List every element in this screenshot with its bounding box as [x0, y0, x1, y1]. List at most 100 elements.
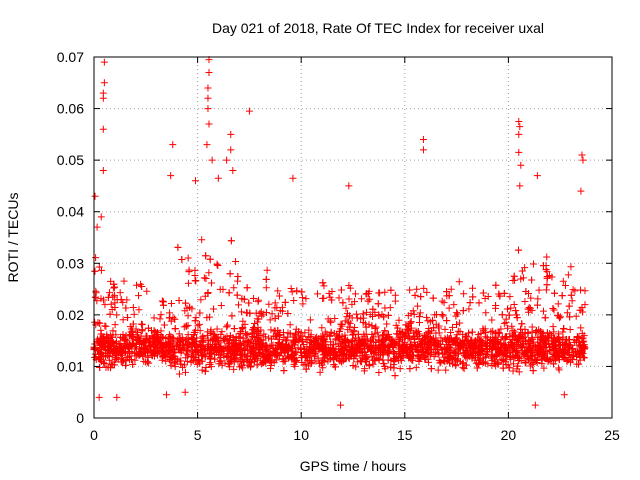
- data-point: [406, 319, 414, 327]
- data-point: [555, 356, 563, 364]
- data-point: [493, 345, 501, 353]
- data-point: [437, 343, 445, 351]
- data-point: [518, 328, 526, 336]
- data-point: [319, 344, 327, 352]
- data-point: [431, 341, 439, 349]
- data-point: [390, 355, 398, 363]
- data-point: [183, 322, 191, 330]
- data-point: [276, 344, 284, 352]
- data-point: [423, 288, 431, 296]
- data-point: [404, 312, 412, 320]
- data-point: [435, 329, 443, 337]
- data-point: [554, 300, 562, 308]
- data-point: [107, 277, 115, 285]
- data-point: [529, 341, 537, 349]
- data-point: [488, 316, 496, 324]
- data-point: [542, 354, 550, 362]
- data-point: [243, 284, 251, 292]
- data-point: [160, 342, 168, 350]
- data-point: [102, 363, 110, 371]
- data-point: [550, 289, 558, 297]
- data-point: [517, 161, 525, 169]
- data-point: [184, 312, 192, 320]
- data-point: [210, 305, 218, 313]
- data-point: [103, 333, 111, 341]
- data-point: [341, 317, 349, 325]
- data-point: [456, 341, 464, 349]
- data-point: [415, 335, 423, 343]
- data-point: [374, 300, 382, 308]
- data-point: [525, 343, 533, 351]
- data-point: [181, 368, 189, 376]
- data-point: [390, 364, 398, 372]
- data-point: [487, 336, 495, 344]
- data-point: [475, 343, 483, 351]
- data-point: [274, 340, 282, 348]
- data-point: [131, 356, 139, 364]
- data-point: [468, 328, 476, 336]
- plot-frame: [93, 56, 613, 419]
- data-point: [459, 307, 467, 315]
- data-point: [255, 345, 263, 353]
- data-point: [227, 146, 235, 154]
- data-point: [247, 362, 255, 370]
- data-point: [412, 329, 420, 337]
- data-point: [462, 361, 470, 369]
- data-point: [338, 351, 346, 359]
- data-point: [338, 338, 346, 346]
- data-point: [119, 316, 127, 324]
- data-point: [288, 288, 296, 296]
- data-point: [144, 324, 152, 332]
- data-point: [431, 311, 439, 319]
- data-point: [427, 365, 435, 373]
- data-point: [177, 360, 185, 368]
- data-point: [456, 319, 464, 327]
- data-point: [184, 321, 192, 329]
- data-point: [92, 254, 100, 262]
- data-point: [224, 360, 232, 368]
- data-point: [355, 336, 363, 344]
- data-point: [223, 156, 231, 164]
- chart-title: Day 021 of 2018, Rate Of TEC Index for r…: [212, 20, 544, 36]
- data-point: [135, 292, 143, 300]
- data-point: [551, 337, 559, 345]
- data-point: [563, 336, 571, 344]
- data-point: [509, 277, 517, 284]
- data-point: [314, 354, 322, 362]
- data-point: [335, 343, 343, 351]
- data-point: [217, 357, 225, 365]
- data-point: [542, 286, 550, 294]
- data-point: [370, 349, 378, 357]
- data-point: [191, 317, 199, 325]
- data-point: [502, 315, 510, 323]
- data-point: [256, 309, 264, 317]
- data-point: [462, 346, 470, 354]
- data-point: [497, 336, 505, 344]
- data-point: [345, 295, 353, 303]
- data-point: [535, 286, 543, 294]
- data-point: [568, 297, 576, 305]
- data-point: [345, 182, 353, 190]
- data-point: [545, 356, 553, 364]
- data-point: [167, 300, 175, 308]
- data-point: [447, 335, 455, 343]
- data-point: [188, 347, 196, 355]
- data-point: [129, 333, 137, 341]
- data-point: [412, 364, 420, 372]
- data-point: [453, 320, 461, 328]
- data-point: [536, 345, 544, 353]
- data-point: [107, 300, 115, 308]
- data-point: [505, 364, 513, 372]
- data-point: [446, 344, 454, 352]
- data-point: [239, 323, 247, 331]
- data-point: [576, 306, 584, 314]
- data-point: [266, 316, 274, 324]
- data-point: [104, 335, 112, 343]
- data-point: [145, 359, 153, 367]
- data-point: [239, 334, 247, 342]
- y-tick-label: 0.07: [57, 49, 84, 65]
- data-point: [204, 94, 212, 102]
- data-point: [380, 313, 388, 321]
